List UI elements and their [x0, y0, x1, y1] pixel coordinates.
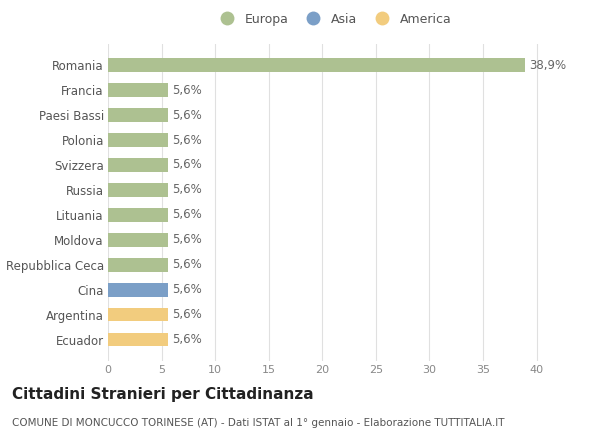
Bar — [108, 233, 168, 247]
Text: COMUNE DI MONCUCCO TORINESE (AT) - Dati ISTAT al 1° gennaio - Elaborazione TUTTI: COMUNE DI MONCUCCO TORINESE (AT) - Dati … — [12, 418, 505, 428]
Bar — [108, 108, 168, 122]
Bar — [108, 308, 168, 322]
Text: 5,6%: 5,6% — [172, 134, 202, 147]
Text: 38,9%: 38,9% — [529, 59, 566, 72]
Bar — [108, 333, 168, 346]
Text: 5,6%: 5,6% — [172, 308, 202, 321]
Text: 5,6%: 5,6% — [172, 333, 202, 346]
Bar — [108, 158, 168, 172]
Bar — [108, 283, 168, 297]
Bar — [108, 59, 525, 72]
Bar — [108, 83, 168, 97]
Bar — [108, 208, 168, 222]
Text: 5,6%: 5,6% — [172, 109, 202, 121]
Text: 5,6%: 5,6% — [172, 258, 202, 271]
Bar — [108, 183, 168, 197]
Text: 5,6%: 5,6% — [172, 283, 202, 296]
Text: 5,6%: 5,6% — [172, 209, 202, 221]
Text: 5,6%: 5,6% — [172, 183, 202, 196]
Text: 5,6%: 5,6% — [172, 233, 202, 246]
Text: 5,6%: 5,6% — [172, 84, 202, 97]
Bar — [108, 133, 168, 147]
Text: Cittadini Stranieri per Cittadinanza: Cittadini Stranieri per Cittadinanza — [12, 387, 314, 402]
Legend: Europa, Asia, America: Europa, Asia, America — [211, 9, 455, 29]
Text: 5,6%: 5,6% — [172, 158, 202, 172]
Bar — [108, 258, 168, 271]
